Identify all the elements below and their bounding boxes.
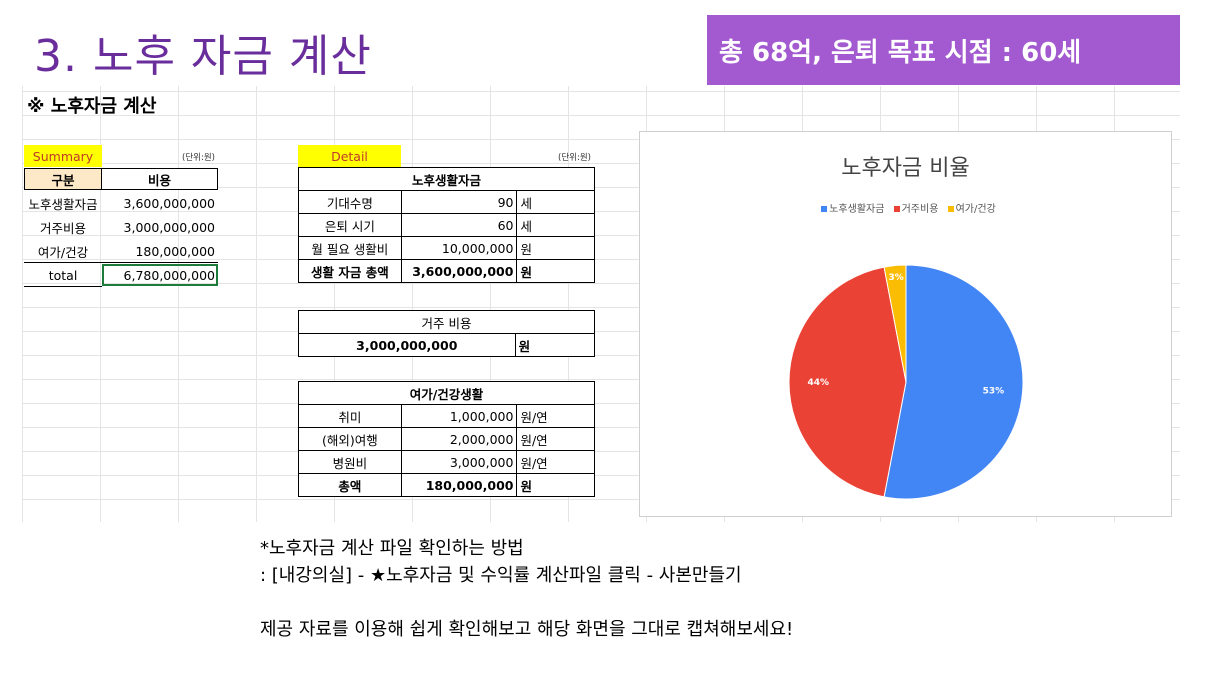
- sheet-title: ※ 노후자금 계산: [27, 96, 157, 117]
- summary-banner: 총 68억, 은퇴 목표 시점 : 60세: [707, 15, 1180, 85]
- living-fund-table: 노후생활자금 기대수명 90 세 은퇴 시기 60 세 월 필요 생활비 10,…: [298, 167, 595, 283]
- instructions: *노후자금 계산 파일 확인하는 방법 : [내강의실] - ★노후자금 및 수…: [260, 535, 793, 643]
- detail-row-unit: 세: [516, 190, 595, 214]
- detail-row-name: 월 필요 생활비: [298, 236, 402, 260]
- legend-item: 거주비용: [901, 204, 939, 215]
- pie-svg: 53% 44% 3%: [788, 264, 1024, 500]
- living-total-value: 3,600,000,000: [400, 259, 518, 283]
- detail-row-name: 취미: [298, 404, 402, 428]
- detail-row-unit: 원/연: [516, 450, 595, 474]
- slice-data-label: 44%: [807, 378, 829, 388]
- slice-leisure-health[interactable]: [883, 264, 907, 383]
- slice-housing[interactable]: [788, 266, 907, 498]
- legend-swatch: [947, 206, 954, 212]
- detail-row-unit: 원/연: [516, 427, 595, 451]
- leisure-header: 여가/건강생활: [298, 381, 595, 405]
- summary-row-value: 3,600,000,000: [123, 195, 215, 211]
- summary-label: Summary: [24, 145, 102, 167]
- note-line-3: 제공 자료를 이용해 쉽게 확인해보고 해당 화면을 그대로 캡쳐해보세요!: [260, 619, 794, 640]
- detail-row-unit: 원/연: [516, 404, 595, 428]
- detail-row-value: 3,000,000: [400, 450, 518, 474]
- legend-item: 여가/건강: [955, 204, 996, 215]
- detail-row-value: 10,000,000: [400, 236, 518, 260]
- leisure-total-value: 180,000,000: [400, 473, 518, 497]
- slide-title: 3. 노후 자금 계산: [34, 31, 372, 82]
- summary-row-name: 여가/건강: [37, 244, 89, 260]
- note-line-2: : [내강의실] - ★노후자금 및 수익률 계산파일 클릭 - 사본만들기: [260, 565, 742, 586]
- detail-row-name: 병원비: [298, 450, 402, 474]
- pie-chart[interactable]: 노후자금 비율 노후생활자금 거주비용 여가/건강 53% 44% 3%: [639, 131, 1172, 517]
- housing-unit: 원: [514, 333, 596, 357]
- detail-row-name: 기대수명: [298, 190, 402, 214]
- detail-row-name: (해외)여행: [298, 427, 402, 451]
- detail-row-value: 2,000,000: [400, 427, 518, 451]
- housing-header: 거주 비용: [298, 310, 595, 334]
- slice-retirement-living[interactable]: [883, 264, 1024, 500]
- chart-legend: 노후생활자금 거주비용 여가/건강: [640, 200, 1171, 215]
- summary-unit: (단위:원): [182, 153, 215, 163]
- slice-data-label: 53%: [983, 386, 1005, 396]
- housing-value: 3,000,000,000: [298, 333, 516, 357]
- summary-total-label: total: [48, 267, 78, 283]
- living-total-name: 생활 자금 총액: [298, 259, 402, 283]
- note-line-1: *노후자금 계산 파일 확인하는 방법: [260, 538, 524, 559]
- summary-row-value: 180,000,000: [135, 243, 215, 259]
- summary-header-cost: 비용: [101, 168, 218, 190]
- summary-header-category: 구분: [24, 168, 102, 190]
- detail-row-unit: 원: [516, 236, 595, 260]
- detail-row-value: 60: [400, 213, 518, 237]
- housing-table: 거주 비용 3,000,000,000 원: [298, 310, 596, 357]
- detail-row-name: 은퇴 시기: [298, 213, 402, 237]
- leisure-total-name: 총액: [298, 473, 402, 497]
- leisure-health-table: 여가/건강생활 취미 1,000,000 원/연 (해외)여행 2,000,00…: [298, 381, 595, 497]
- living-fund-header: 노후생활자금: [298, 167, 595, 191]
- detail-row-value: 1,000,000: [400, 404, 518, 428]
- legend-swatch: [893, 206, 900, 212]
- legend-item: 노후생활자금: [829, 204, 885, 215]
- chart-title: 노후자금 비율: [841, 156, 970, 181]
- leisure-total-unit: 원: [516, 473, 595, 497]
- slice-data-label: 3%: [888, 273, 903, 283]
- detail-row-value: 90: [400, 190, 518, 214]
- summary-row-name: 노후생활자금: [28, 196, 98, 212]
- detail-row-unit: 세: [516, 213, 595, 237]
- summary-row-name: 거주비용: [39, 220, 86, 236]
- summary-row-value: 3,000,000,000: [123, 219, 215, 235]
- summary-total-value-selected-cell[interactable]: 6,780,000,000: [102, 264, 218, 286]
- detail-unit: (단위:원): [558, 153, 591, 163]
- detail-label: Detail: [298, 145, 401, 167]
- living-total-unit: 원: [516, 259, 595, 283]
- legend-swatch: [821, 206, 828, 212]
